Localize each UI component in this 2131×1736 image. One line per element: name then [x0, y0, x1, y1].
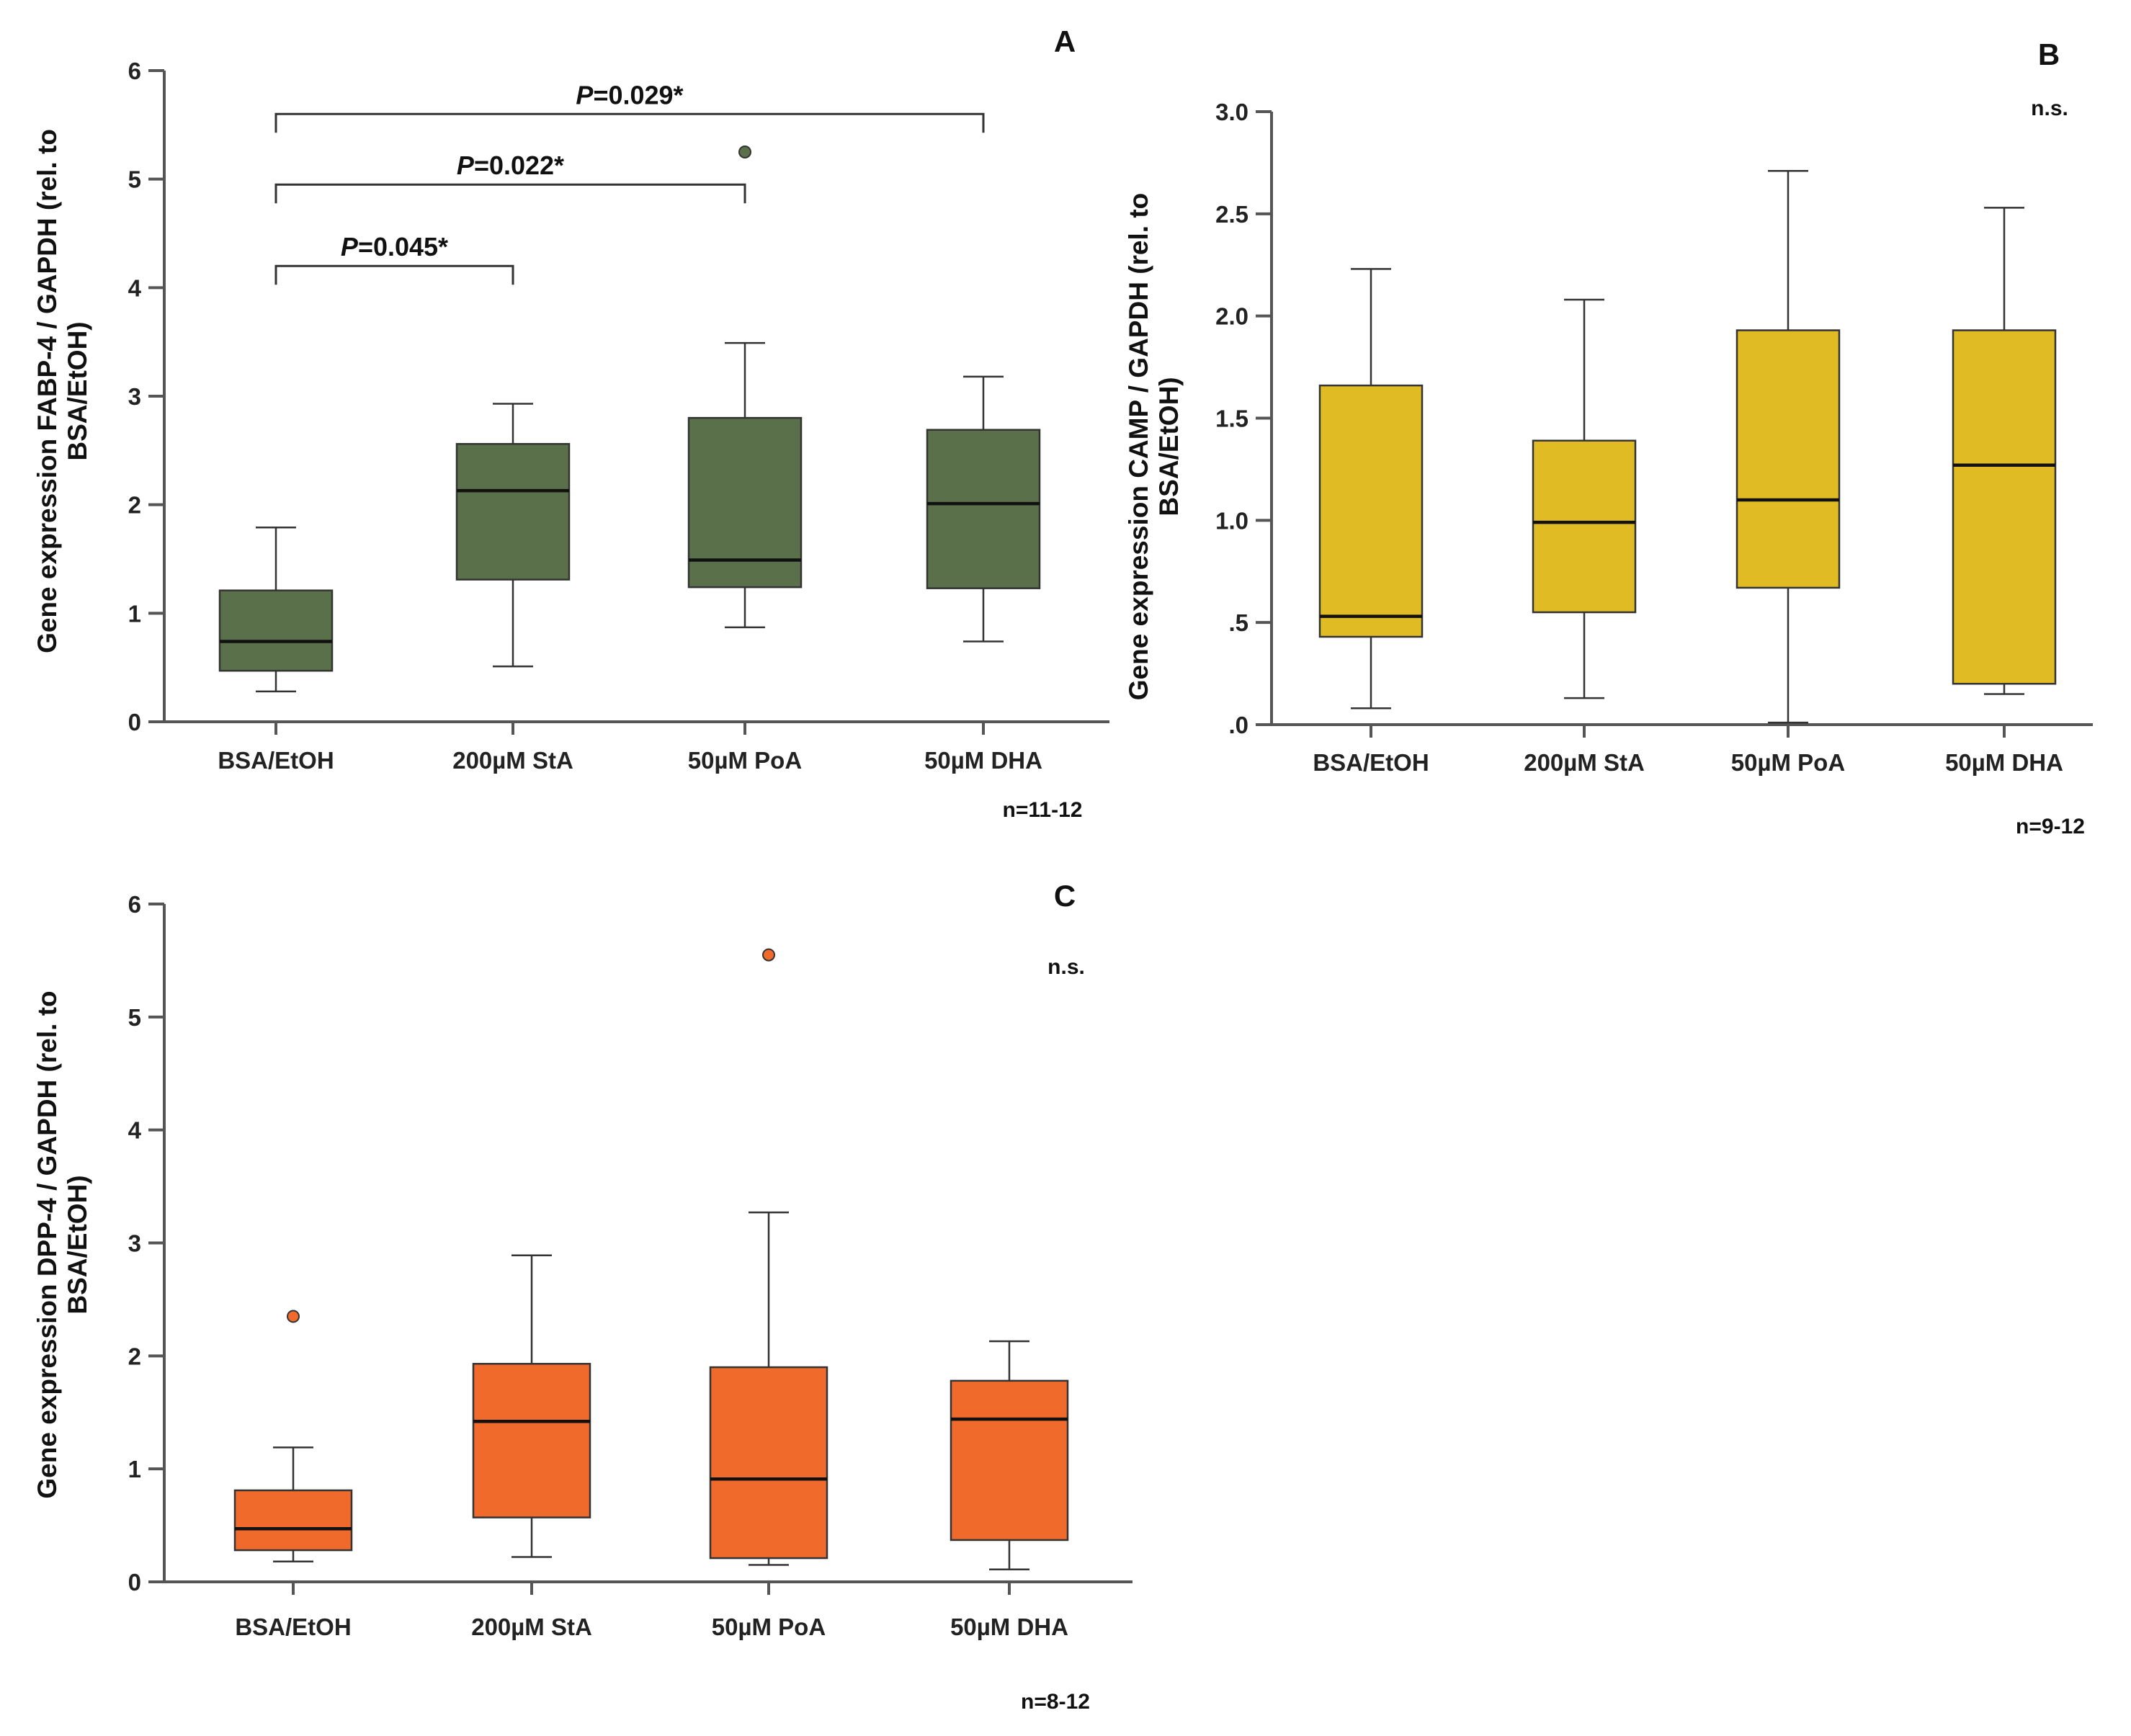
- box-1: [1318, 268, 1424, 710]
- x-category-label: 50µM DHA: [1945, 749, 2063, 776]
- comparison-bracket: P=0.029*: [274, 80, 985, 133]
- y-tick-label: 4: [128, 1117, 142, 1144]
- box-4: [950, 1340, 1069, 1570]
- x-category-label: 50µM DHA: [950, 1614, 1068, 1640]
- iqr-box: [926, 429, 1041, 589]
- iqr-box: [1952, 329, 2057, 685]
- iqr-box: [472, 1363, 591, 1518]
- iqr-box: [455, 443, 571, 581]
- y-tick-label: 1: [128, 1456, 141, 1482]
- y-tick-label: 1.5: [1215, 406, 1248, 432]
- box-3: [1735, 170, 1841, 724]
- y-axis-label: Gene expression DPP-4 / GAPDH (rel. toBS…: [32, 990, 92, 1498]
- box-2: [455, 403, 571, 668]
- x-category-label: 50µM PoA: [688, 747, 802, 774]
- panel-letter: C: [1054, 879, 1076, 913]
- y-tick-label: 3: [128, 383, 141, 410]
- box-4: [926, 375, 1041, 643]
- box-2: [1532, 298, 1637, 699]
- box-3: [709, 948, 828, 1566]
- bracket-line: [274, 112, 985, 133]
- y-tick-label: 5: [128, 166, 141, 193]
- x-category-label: 50µM DHA: [924, 747, 1042, 774]
- panel-b: B .0 .5 1.0 1.5 2.0 2.5 3.0 BSA/EtOH 200µM StA 50µ…: [1124, 37, 2093, 838]
- iqr-box: [218, 589, 334, 672]
- x-category-label: 50µM PoA: [1731, 749, 1845, 776]
- iqr-box: [233, 1489, 353, 1552]
- y-tick-label: 3: [128, 1230, 141, 1257]
- y-tick-label: 6: [128, 58, 141, 84]
- box-2: [472, 1254, 591, 1558]
- iqr-box: [1318, 384, 1424, 638]
- panel-c: C 0 1 2 3 4 5 6 BSA/EtOH 200µM StA 50µM PoA 50µM DH…: [32, 879, 1132, 1714]
- x-category-label: BSA/EtOH: [1313, 749, 1429, 776]
- panel-letter: A: [1054, 24, 1076, 58]
- p-value-label: P=0.029*: [576, 80, 683, 109]
- iqr-box: [1735, 329, 1841, 589]
- y-tick-label: 2: [128, 492, 141, 519]
- x-category-label: 50µM PoA: [712, 1614, 826, 1640]
- panel-a: A 0 1 2 3 4 5 6 BSA/EtOH 200µM StA 50µM PoA 50µM DH…: [32, 24, 1109, 822]
- iqr-box: [950, 1379, 1069, 1542]
- sample-size-label: n=11-12: [1003, 798, 1083, 822]
- box-1: [218, 527, 334, 693]
- y-axis-label: Gene expression CAMP / GAPDH (rel. toBSA…: [1124, 193, 1184, 701]
- x-category-label: 200µM StA: [1524, 749, 1645, 776]
- x-category-label: BSA/EtOH: [235, 1614, 351, 1640]
- y-tick-label: .0: [1228, 712, 1248, 738]
- y-tick-label: 4: [128, 274, 142, 301]
- significance-note: n.s.: [1047, 955, 1085, 979]
- outlier-point: [738, 146, 751, 158]
- sample-size-label: n=8-12: [1021, 1690, 1090, 1714]
- p-value-label: P=0.022*: [457, 151, 564, 180]
- iqr-box: [687, 416, 803, 589]
- significance-note: n.s.: [2031, 97, 2068, 120]
- x-category-label: 200µM StA: [452, 747, 573, 774]
- outlier-point: [287, 1310, 300, 1323]
- x-category-label: 200µM StA: [471, 1614, 592, 1640]
- iqr-box: [1532, 439, 1637, 614]
- y-axis-label: Gene expression FABP-4 / GAPDH (rel. toB…: [32, 129, 92, 653]
- y-tick-label: 6: [128, 891, 141, 918]
- y-tick-label: 5: [128, 1004, 141, 1031]
- x-category-label: BSA/EtOH: [218, 747, 334, 774]
- bracket-line: [274, 264, 514, 285]
- y-tick-label: 0: [128, 709, 141, 735]
- y-tick-label: 0: [128, 1569, 141, 1596]
- y-tick-label: 2.0: [1215, 303, 1248, 330]
- box-3: [687, 146, 803, 629]
- y-tick-label: 2: [128, 1343, 141, 1369]
- comparison-bracket: P=0.045*: [274, 232, 514, 285]
- box-4: [1952, 207, 2057, 695]
- y-tick-label: 1: [128, 600, 141, 627]
- panel-letter: B: [2038, 37, 2060, 71]
- sample-size-label: n=9-12: [2016, 815, 2085, 838]
- p-value-label: P=0.045*: [341, 232, 448, 261]
- y-tick-label: 2.5: [1215, 201, 1248, 228]
- bracket-line: [274, 183, 746, 204]
- iqr-box: [709, 1366, 828, 1560]
- comparison-bracket: P=0.022*: [274, 151, 746, 204]
- y-tick-label: .5: [1228, 609, 1248, 636]
- y-tick-label: 1.0: [1215, 507, 1248, 534]
- box-1: [233, 1310, 353, 1563]
- y-tick-label: 3.0: [1215, 99, 1248, 125]
- outlier-point: [762, 948, 775, 962]
